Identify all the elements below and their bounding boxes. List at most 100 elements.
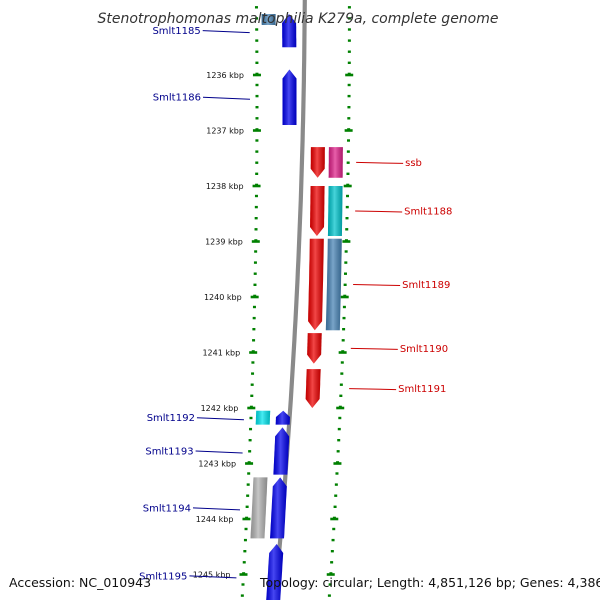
inner-minor-tick [347,50,351,53]
major-tick [330,517,339,521]
major-tick [245,462,254,465]
inner-minor-tick [343,283,347,286]
outer-minor-tick [249,427,253,431]
kbp-tick-label: 1243 kbp [198,460,236,469]
gene-arrow-ssb-shading [310,147,325,178]
major-tick [344,129,353,132]
inner-minor-tick [345,217,349,220]
inner-minor-tick [347,39,351,42]
inner-minor-tick [347,94,351,98]
kbp-tick-label: 1244 kbp [196,515,234,524]
gene-arrow-Smlt1188-shading [310,186,325,236]
gene-label: Smlt1195 [139,571,187,582]
major-tick [340,295,349,299]
inner-minor-tick [337,439,341,442]
inner-minor-tick [342,305,346,309]
outer-minor-tick [255,172,259,175]
gene-arrow-Smlt1195-shading [266,544,284,600]
gene-label-leader [355,210,403,213]
outer-minor-tick [254,6,258,9]
inner-minor-tick [333,505,337,508]
genome-info-text: Topology: circular; Length: 4,851,126 bp… [259,575,600,590]
inner-minor-tick [334,483,338,486]
cog-band-Smlt1192-shading [255,410,271,425]
outer-minor-tick [254,205,258,209]
outer-minor-tick [254,194,258,198]
major-tick [336,406,345,410]
kbp-tick-label: 1240 kbp [204,293,242,302]
inner-minor-tick [347,61,351,64]
inner-minor-tick [345,205,349,209]
major-tick [333,462,342,465]
outer-minor-tick [246,494,250,497]
outer-minor-tick [246,483,250,486]
inner-minor-tick [339,394,343,397]
inner-minor-tick [346,161,350,164]
gene-label: Smlt1191 [398,384,446,395]
cog-band-Smlt1185-shading [261,14,276,25]
gene-label: ssb [405,158,422,169]
cog-band-Smlt1194-shading [250,477,268,539]
gene-arrow-Smlt1193-shading [273,427,290,475]
inner-minor-tick [344,250,348,253]
inner-minor-tick [340,372,344,375]
gene-label: Smlt1186 [153,93,201,104]
cog-band-Smlt1189-shading [325,238,342,331]
cog-band-Smlt1188-shading [327,186,343,236]
inner-minor-tick [341,339,345,342]
kbp-tick-label: 1239 kbp [205,238,243,247]
outer-minor-tick [255,94,259,98]
outer-minor-tick [255,28,259,31]
gene-label: Smlt1194 [143,503,191,514]
gene-label-leader [202,30,250,34]
inner-minor-tick [328,583,332,586]
gene-label-leader [202,96,251,100]
outer-minor-tick [255,17,259,20]
major-tick [326,573,335,576]
gene-label: Smlt1192 [147,413,195,424]
outer-minor-tick [243,550,247,553]
inner-minor-tick [339,383,343,386]
outer-minor-tick [254,217,258,220]
gene-label-leader [350,347,398,350]
inner-minor-tick [327,594,331,597]
inner-minor-tick [346,150,350,153]
gene-label-leader [349,388,397,391]
gene-label-leader [192,507,241,511]
outer-minor-tick [255,50,259,53]
inner-minor-tick [340,361,344,364]
gene-label: Smlt1189 [402,280,450,291]
inner-minor-tick [332,527,336,531]
kbp-tick-label: 1245 kbp [193,571,231,580]
outer-minor-tick [248,439,252,442]
outer-minor-tick [252,339,256,342]
major-tick [250,295,259,299]
outer-minor-tick [255,61,259,64]
inner-minor-tick [330,550,334,553]
kbp-tick-label: 1238 kbp [206,182,244,191]
gene-arrow-Smlt1185-shading [282,14,297,48]
inner-minor-tick [343,272,347,275]
gene-label-leader [356,161,404,164]
inner-minor-tick [347,106,351,109]
major-tick [345,73,354,77]
gene-label-leader [195,450,243,454]
inner-minor-tick [344,261,348,264]
inner-minor-tick [342,316,346,320]
outer-minor-tick [251,372,255,375]
major-tick [343,184,352,188]
outer-minor-tick [252,316,256,320]
outer-minor-tick [253,283,257,286]
outer-minor-tick [255,161,259,164]
outer-minor-tick [247,472,251,475]
outer-minor-tick [252,305,256,309]
gene-layer [250,14,343,600]
gene-label: Smlt1185 [152,26,200,37]
inner-minor-tick [342,328,346,331]
inner-minor-tick [347,17,351,20]
major-tick [252,184,261,188]
gene-label-leader [353,284,401,287]
kbp-tick-label: 1242 kbp [201,404,239,413]
gene-label: Smlt1193 [145,447,193,458]
